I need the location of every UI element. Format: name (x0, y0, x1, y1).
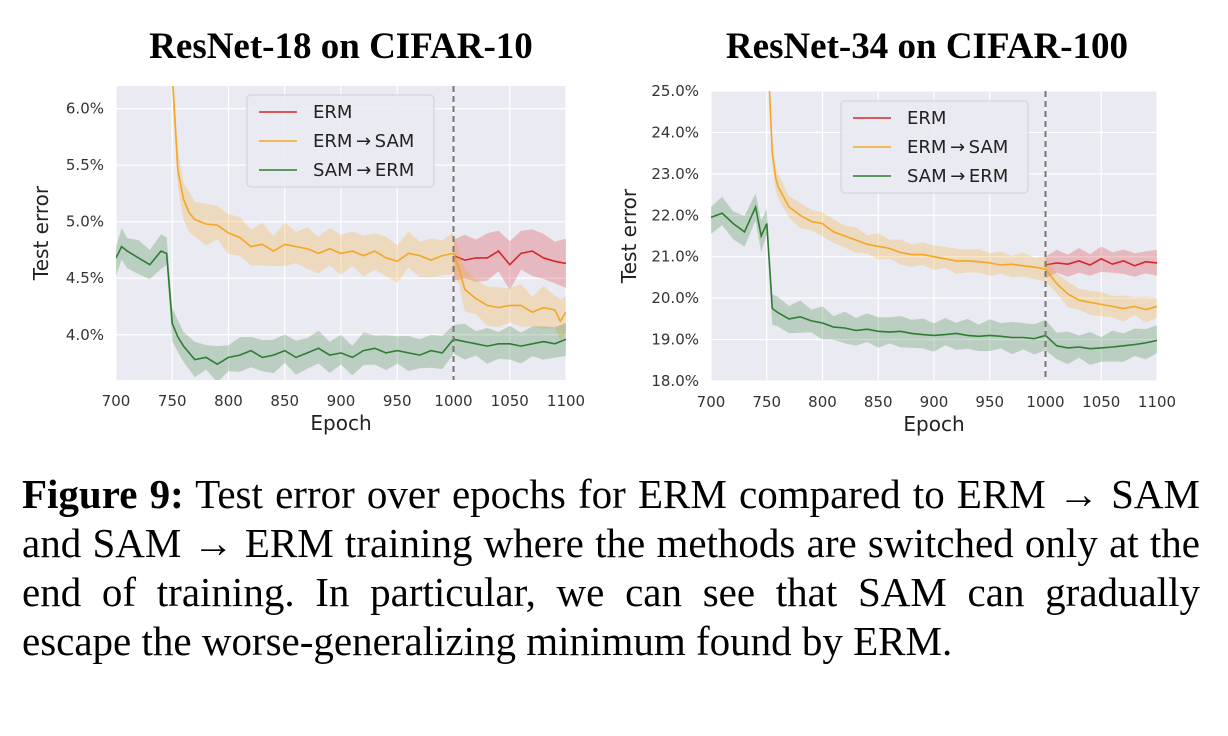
y-tick-label: 20.0% (651, 289, 699, 307)
band-erm (1045, 246, 1157, 279)
y-tick-label: 22.0% (651, 206, 699, 224)
y-tick-label: 4.0% (66, 326, 104, 344)
legend-box (840, 100, 1029, 194)
y-axis-label: Test error (29, 185, 53, 281)
band-erm-sam (769, 91, 1157, 323)
x-tick-label: 950 (383, 392, 412, 410)
chart-title: ResNet-18 on CIFAR-10 (149, 26, 533, 67)
legend: ERM ERM → SAM SAM → ERM (840, 100, 1029, 194)
band-sam-erm (116, 228, 566, 380)
band-erm (453, 229, 566, 290)
x-axis-label: Epoch (310, 411, 371, 435)
figure: 700 750 800 850 900 950 1000 1050 1100 4.0% 4.5% 5.… (29, 26, 1176, 436)
y-tick-label: 25.0% (651, 82, 699, 100)
legend-label: ERM (907, 108, 946, 129)
x-tick-label: 950 (975, 393, 1004, 411)
x-tick-label: 1050 (491, 392, 529, 410)
x-tick-label: 900 (920, 393, 949, 411)
y-tick-label: 5.5% (66, 156, 104, 174)
x-tick-label: 700 (102, 392, 131, 410)
line-erm-sam (768, 91, 1157, 311)
x-axis-label: Epoch (903, 412, 964, 436)
x-tick-label: 800 (214, 392, 243, 410)
y-tick-label: 6.0% (66, 100, 104, 118)
x-tick-label: 1000 (434, 392, 472, 410)
x-tick-label: 750 (158, 392, 187, 410)
y-tick-label: 5.0% (66, 213, 104, 231)
y-tick-label: 23.0% (651, 165, 699, 183)
x-tick-label: 1100 (1138, 393, 1176, 411)
legend-box (246, 94, 435, 188)
legend-label: SAM → ERM (313, 160, 414, 181)
line-erm-sam (172, 86, 566, 323)
legend: ERM ERM → SAM SAM → ERM (246, 94, 435, 188)
legend-label: ERM → SAM (907, 137, 1008, 158)
figure-caption: Figure 9: Test error over epochs for ERM… (22, 470, 1200, 666)
y-axis-label: Test error (617, 188, 641, 284)
series-group (116, 86, 566, 380)
x-tick-label: 850 (270, 392, 299, 410)
x-tick-label: 1100 (547, 392, 585, 410)
chart-title: ResNet-34 on CIFAR-100 (726, 26, 1128, 67)
x-tick-label: 750 (752, 393, 781, 411)
y-tick-label: 21.0% (651, 248, 699, 266)
x-tick-label: 1000 (1026, 393, 1064, 411)
line-sam-erm (116, 245, 566, 366)
line-sam-erm (711, 204, 1157, 350)
y-tick-label: 24.0% (651, 123, 699, 141)
caption-label: Figure 9: (22, 471, 184, 517)
legend-label: ERM → SAM (313, 131, 414, 152)
band-erm-sam (172, 86, 566, 340)
legend-label: ERM (313, 102, 352, 123)
line-erm (453, 250, 566, 266)
caption-text: Test error over epochs for ERM compared … (22, 471, 1200, 664)
x-tick-label: 850 (864, 393, 893, 411)
x-tick-label: 1050 (1082, 393, 1120, 411)
line-erm (1045, 257, 1157, 267)
x-tick-label: 900 (327, 392, 356, 410)
chart-resnet18-cifar10: 700 750 800 850 900 950 1000 1050 1100 4.0% 4.5% 5.… (29, 26, 585, 435)
y-tick-label: 19.0% (651, 331, 699, 349)
legend-label: SAM → ERM (907, 166, 1008, 187)
y-tick-label: 4.5% (66, 269, 104, 287)
x-tick-label: 800 (808, 393, 837, 411)
x-tick-label: 700 (697, 393, 726, 411)
y-tick-label: 18.0% (651, 372, 699, 390)
chart-resnet34-cifar100: 700 750 800 850 900 950 1000 1050 1100 18.0% 19.0%… (617, 26, 1176, 436)
